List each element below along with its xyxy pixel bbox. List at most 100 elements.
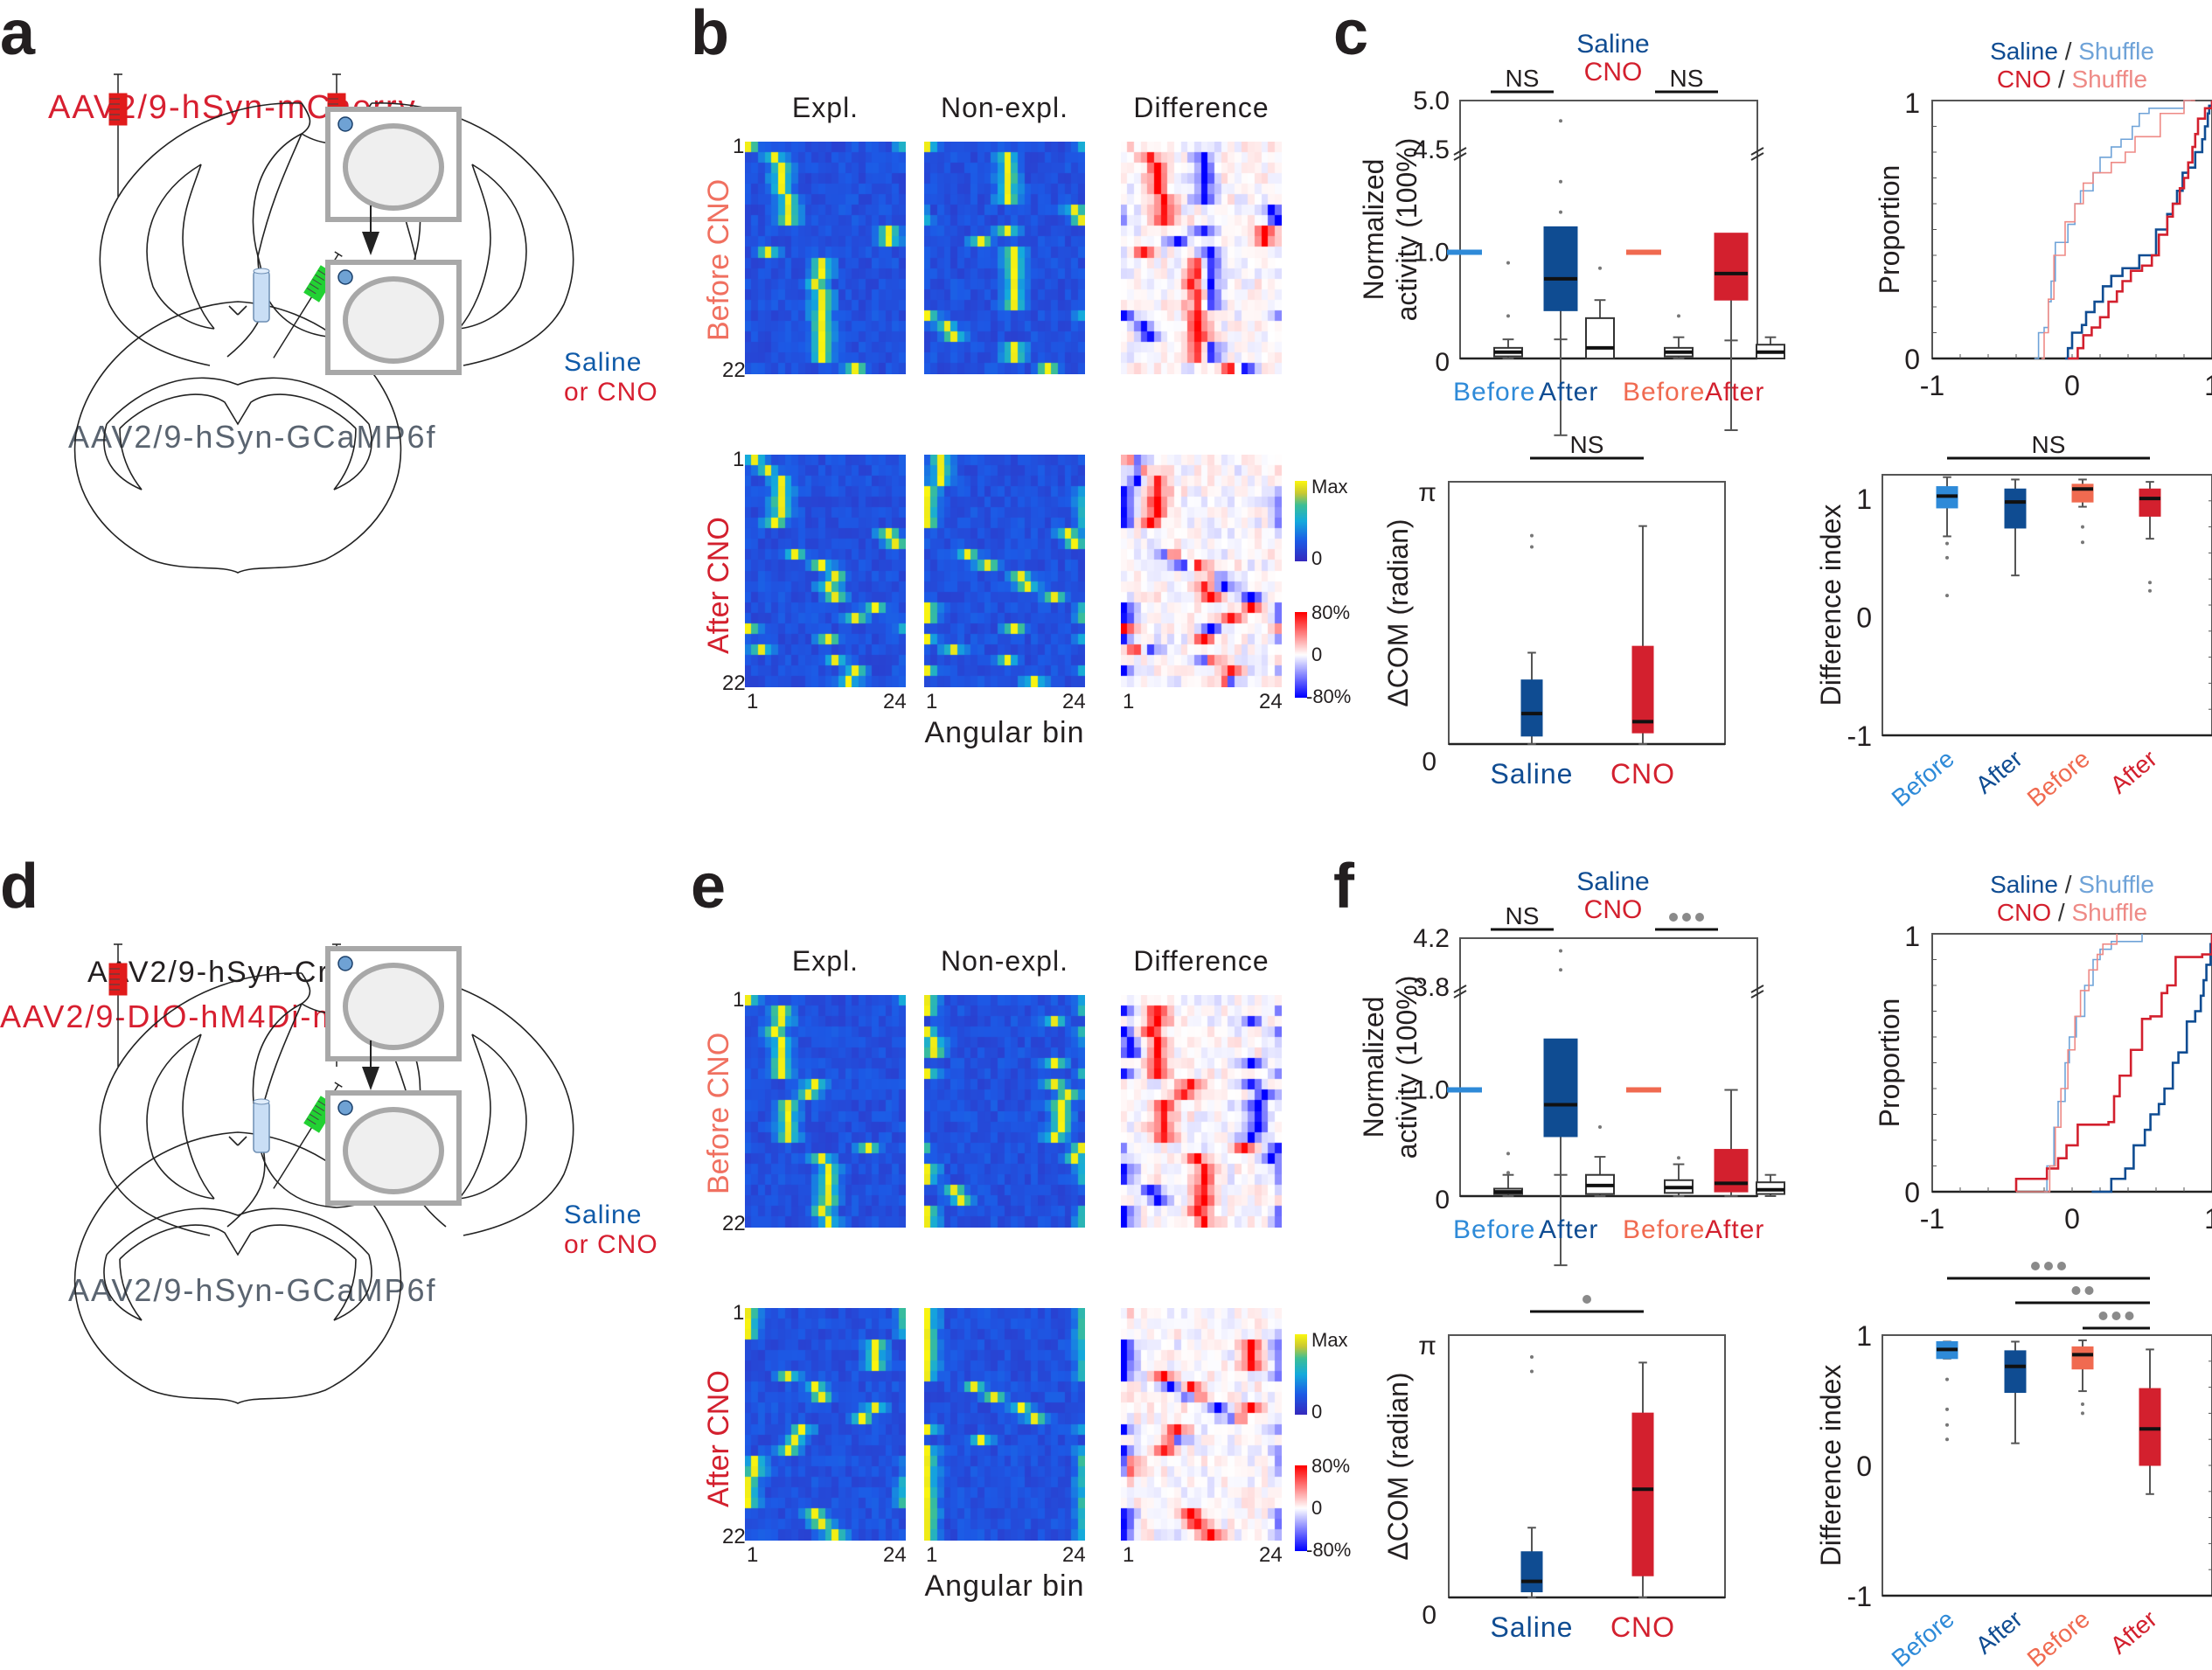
significance-label: NS — [1670, 65, 1704, 92]
box-5 — [1664, 314, 1694, 359]
plot-frame — [1882, 474, 2212, 736]
colorbar-difference — [1295, 1465, 1307, 1551]
box-outlier — [2148, 588, 2152, 593]
box-2 — [1543, 119, 1578, 436]
y-tick-label: 1.0 — [1413, 239, 1450, 268]
heatmap-row-label-0: Before CNO — [702, 178, 735, 341]
arena-after-icon — [325, 1090, 462, 1206]
plot-frame — [1931, 100, 2212, 359]
heatmap-col-title-1: Non-expl. — [941, 945, 1068, 977]
activity-boxplot-c: 0 1.0 4.5 5.0 Normalizedactivity (100%) Befor… — [1358, 30, 1785, 436]
significance-star — [1669, 913, 1678, 922]
box-2 — [1543, 949, 1578, 1267]
box-outlier — [1559, 949, 1562, 953]
box-iqr — [1520, 679, 1543, 737]
syringe-left-icon — [108, 943, 128, 1067]
x-tick-label-2: Before — [1623, 378, 1705, 407]
box-7 — [1756, 336, 1785, 359]
colorbar-activity-max: Max — [1311, 1329, 1348, 1351]
box-0 — [1936, 1340, 1958, 1442]
y-tick-label: π — [1418, 1332, 1436, 1360]
axis-break-icon — [1453, 985, 1467, 999]
box-outlier — [2081, 525, 2084, 529]
y-tick-label: 4.5 — [1413, 136, 1450, 164]
heatmap-x-tick-left: 1 — [1123, 1543, 1135, 1567]
cdf-line-saline-shuffle — [2044, 934, 2143, 1193]
box-iqr — [1631, 1412, 1654, 1576]
heatmap-col-title-0: Expl. — [791, 92, 859, 123]
heatmap-col-title-2: Difference — [1133, 945, 1269, 977]
box-outlier — [1598, 1125, 1602, 1130]
box-1 — [1493, 1152, 1523, 1197]
x-tick-label: 0 — [2064, 370, 2080, 401]
x-tick-label-0: Before — [1453, 378, 1535, 407]
cdf-line-saline — [2091, 934, 2212, 1193]
heatmap-x-tick-right: 24 — [883, 690, 907, 713]
heatmap-x-tick-right: 24 — [1062, 1543, 1086, 1567]
legend-cno-shuffle: CNO / Shuffle — [1997, 66, 2147, 93]
cdf-line-cno — [2068, 101, 2212, 360]
x-tick-label-1: CNO — [1610, 758, 1675, 790]
x-tick-label-0: Saline — [1491, 758, 1574, 790]
x-tick-label-1: CNO — [1610, 1611, 1675, 1643]
legend-saline-shuffle: Saline / Shuffle — [1990, 871, 2154, 898]
heatmap-x-tick-left: 1 — [926, 1543, 938, 1567]
y-tick-label: 1.0 — [1413, 1076, 1450, 1105]
box-outlier — [1945, 541, 1949, 546]
optic-cannula-icon — [253, 268, 270, 323]
y-tick-label: 0 — [1856, 1451, 1872, 1482]
y-axis-title: Proportion — [1874, 165, 1905, 295]
box-outlier — [1559, 119, 1562, 123]
heatmap-difference-after — [1121, 1308, 1282, 1541]
box-iqr — [2004, 1350, 2027, 1394]
significance-star — [2084, 1286, 2094, 1295]
box-outlier — [1530, 533, 1534, 538]
heatmap-y-tick-top: 1 — [733, 135, 745, 158]
cdf-line-cno — [2014, 934, 2212, 1192]
heatmap-row-label-0: Before CNO — [702, 1032, 735, 1194]
significance-bar-saline: NS — [1491, 902, 1554, 931]
box-iqr — [1714, 1149, 1749, 1193]
box-outlier — [1677, 314, 1680, 318]
heatmap-y-tick-top: 1 — [733, 1301, 745, 1325]
y-tick-label: 0 — [1435, 348, 1450, 377]
y-axis-title: Normalizedactivity (100%) — [1358, 976, 1422, 1159]
heatmap-nonexplore-before — [924, 995, 1085, 1228]
box-outlier — [1559, 968, 1562, 972]
significance-bar-1 — [2015, 1286, 2150, 1305]
heatmap-y-tick-bottom: 22 — [722, 1525, 746, 1548]
x-tick-label-3: After — [1705, 1215, 1764, 1244]
y-axis-title: Difference index — [1815, 504, 1847, 706]
heatmap-col-title-1: Non-expl. — [941, 92, 1068, 123]
box-3 — [1585, 1125, 1615, 1197]
box-outlier — [1506, 1171, 1510, 1175]
box-iqr — [1714, 233, 1749, 301]
x-tick-label-0: Saline — [1491, 1611, 1574, 1643]
animal-marker — [337, 956, 353, 971]
optic-cannula-icon — [253, 1098, 270, 1153]
x-tick-label-2: Before — [1623, 1215, 1705, 1244]
x-tick-label-1: After — [1539, 1215, 1598, 1244]
legend-saline-shuffle: Saline / Shuffle — [1990, 38, 2154, 65]
y-tick-label: 0 — [1856, 602, 1872, 634]
x-tick-label: 1 — [2204, 370, 2212, 401]
y-axis-title: Proportion — [1874, 999, 1905, 1128]
box-outlier — [2081, 540, 2084, 545]
significance-label: NS — [1570, 431, 1604, 458]
significance-star — [2057, 1262, 2066, 1270]
y-tick-label: π — [1418, 478, 1436, 507]
box-iqr — [1543, 1038, 1578, 1138]
x-tick-label-3: After — [2105, 745, 2162, 799]
box-7 — [1756, 1173, 1785, 1197]
box-5 — [1664, 1156, 1694, 1197]
colorbar-difference-min: -80% — [1306, 685, 1352, 707]
virus-label-cre: AAV2/9-hSyn-Cre — [87, 956, 348, 989]
box-saline — [1520, 1354, 1543, 1598]
treatment-saline: Saline — [564, 348, 643, 377]
colorbar-difference-max: 80% — [1311, 1455, 1351, 1477]
box-outlier — [1945, 555, 1949, 560]
activity-boxplot-f: 0 1.0 3.8 4.2 Normalizedactivity (100%) Befor… — [1358, 867, 1785, 1267]
significance-star — [1582, 1295, 1591, 1304]
significance-star — [2098, 1312, 2108, 1320]
